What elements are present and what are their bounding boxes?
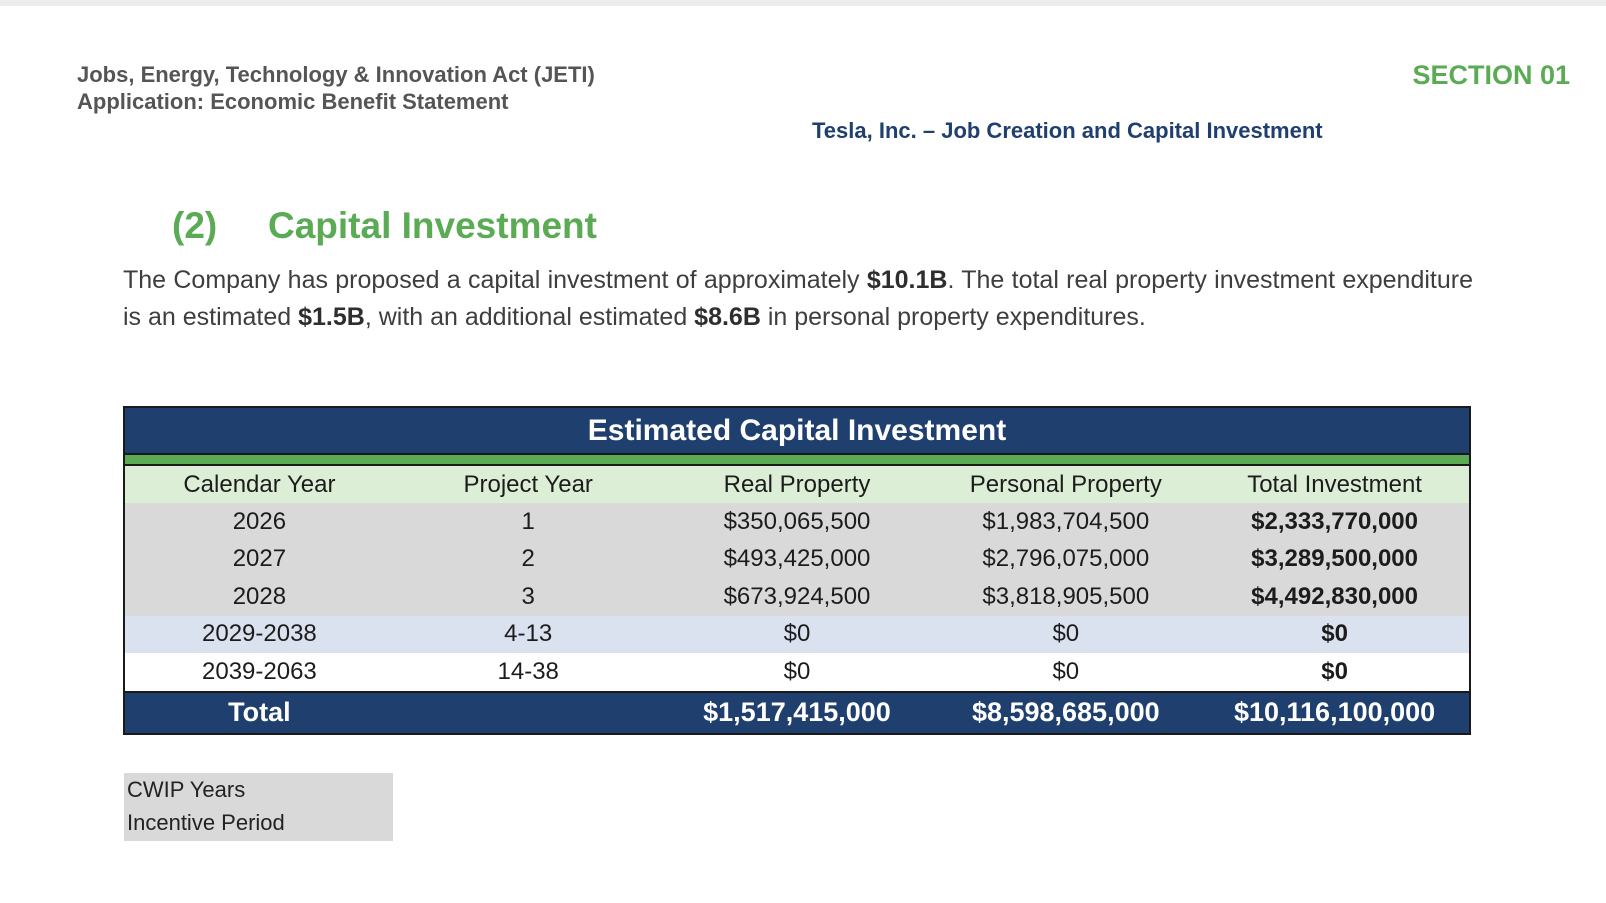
total-label: Total	[228, 697, 291, 727]
table-cell: $0	[1052, 620, 1080, 648]
header-subtitle: Tesla, Inc. – Job Creation and Capital I…	[812, 118, 1323, 143]
paragraph-bold-total: $10.1B	[866, 266, 948, 294]
column-header: Project Year	[463, 470, 593, 498]
section-heading: (2) Capital Investment	[172, 205, 597, 247]
paragraph-bold-personal: $8.6B	[694, 303, 761, 331]
table-cell-total: $0	[1321, 620, 1348, 648]
section-title: Capital Investment	[268, 205, 597, 246]
table-row: 2039-2063 14-38 $0 $0 $0	[125, 653, 1469, 691]
legend-cwip-years: CWIP Years	[127, 777, 246, 802]
table-row: 2026 1 $350,065,500 $1,983,704,500 $2,33…	[125, 503, 1469, 541]
paragraph-text-1: The Company has proposed a capital inves…	[123, 266, 867, 294]
table-cell-total: $0	[1321, 657, 1348, 685]
table-cell: 14-38	[497, 657, 559, 685]
table-cell: $673,924,500	[723, 582, 871, 610]
table-cell: 2027	[232, 545, 287, 573]
table-cell: 2	[521, 545, 535, 573]
total-investment: $10,116,100,000	[1233, 697, 1436, 727]
table-cell: $3,818,905,500	[982, 582, 1150, 610]
capital-investment-table: Estimated Capital Investment Calendar Ye…	[123, 406, 1471, 735]
paragraph-text-4: in personal property expenditures.	[760, 303, 1146, 331]
section-number: (2)	[172, 205, 218, 246]
document-header: Jobs, Energy, Technology & Innovation Ac…	[77, 61, 595, 115]
table-cell: 2026	[232, 507, 287, 535]
total-real-property: $1,517,415,000	[703, 697, 891, 727]
table-cell: 1	[521, 507, 535, 535]
table-row: 2029-2038 4-13 $0 $0 $0	[125, 615, 1469, 653]
table-cell: 4-13	[504, 620, 553, 648]
table-title: Estimated Capital Investment	[125, 408, 1469, 455]
paragraph-text-2: . The total real property investment exp…	[123, 266, 1473, 331]
table-cell: 2028	[232, 582, 287, 610]
table-cell: 2029-2038	[202, 620, 317, 648]
column-header: Total Investment	[1247, 470, 1422, 498]
table-cell: $2,796,075,000	[982, 545, 1150, 573]
body-paragraph: The Company has proposed a capital inves…	[123, 262, 1473, 336]
header-act-title: Jobs, Energy, Technology & Innovation Ac…	[77, 62, 595, 87]
legend-incentive-period: Incentive Period	[127, 810, 285, 835]
column-header: Calendar Year	[183, 470, 336, 498]
paragraph-bold-real: $1.5B	[298, 303, 365, 331]
paragraph-text-3: , with an additional estimated	[364, 303, 695, 331]
table-cell-total: $3,289,500,000	[1251, 545, 1418, 573]
table-cell: $350,065,500	[723, 507, 871, 535]
table-cell: 2039-2063	[202, 657, 317, 685]
table-cell-total: $2,333,770,000	[1251, 507, 1418, 535]
column-header: Personal Property	[969, 470, 1162, 498]
table-cell: 3	[521, 582, 535, 610]
table-row: 2027 2 $493,425,000 $2,796,075,000 $3,28…	[125, 540, 1469, 578]
table-row: 2028 3 $673,924,500 $3,818,905,500 $4,49…	[125, 578, 1469, 616]
table-cell: $493,425,000	[723, 545, 871, 573]
table-cell: $1,983,704,500	[982, 507, 1150, 535]
total-personal-property: $8,598,685,000	[971, 697, 1160, 727]
section-label: SECTION 01	[1412, 60, 1570, 90]
table-accent-stripe	[125, 455, 1469, 466]
column-header: Real Property	[723, 470, 871, 498]
table-cell: $0	[783, 620, 811, 648]
table-header-row: Calendar Year Project Year Real Property…	[125, 466, 1469, 503]
row-color-legend: CWIP Years Incentive Period	[124, 773, 393, 841]
table-cell: $0	[1052, 657, 1080, 685]
header-application-title: Application: Economic Benefit Statement	[77, 89, 509, 114]
table-cell-total: $4,492,830,000	[1251, 582, 1418, 610]
table-total-row: Total $1,517,415,000 $8,598,685,000 $10,…	[125, 690, 1469, 733]
table-cell: $0	[783, 657, 811, 685]
top-border	[0, 0, 1606, 6]
